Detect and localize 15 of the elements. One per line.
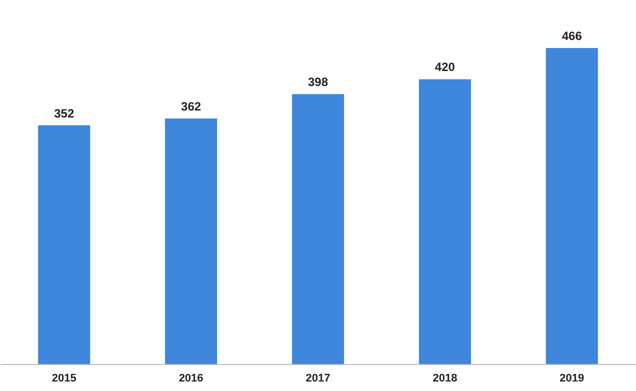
bar	[165, 118, 218, 364]
x-tick-label: 2018	[432, 372, 458, 384]
bar	[292, 94, 344, 364]
data-label: 352	[54, 106, 74, 120]
bar	[38, 125, 90, 364]
x-tick-label: 2015	[52, 372, 76, 384]
bar	[546, 48, 598, 364]
data-label: 398	[308, 75, 328, 90]
data-label: 420	[434, 60, 456, 74]
data-label: 362	[181, 100, 202, 114]
data-label: 466	[562, 29, 582, 43]
bar	[418, 79, 471, 364]
x-tick-label: 2017	[306, 372, 330, 384]
x-tick-label: 2016	[178, 372, 204, 384]
x-tick-label: 2019	[560, 372, 584, 384]
